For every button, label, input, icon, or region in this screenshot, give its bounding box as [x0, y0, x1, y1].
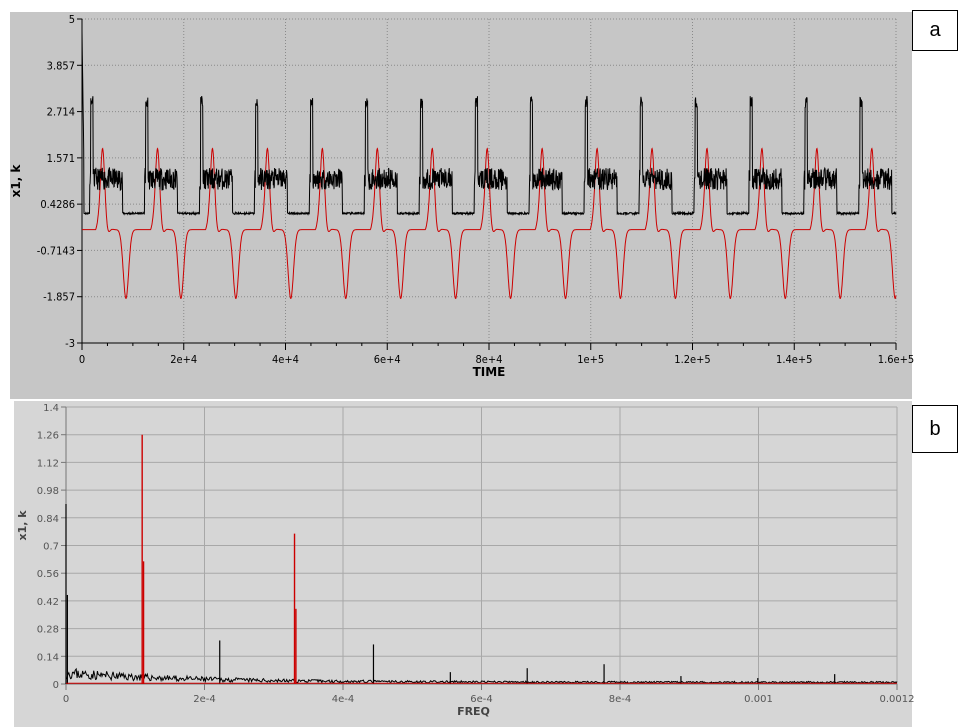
x-tick-label: 1.2e+5 — [674, 353, 710, 366]
panel-label-b: b — [912, 405, 958, 453]
y-tick-label: 0.28 — [37, 625, 59, 636]
x-tick-label: 8e-4 — [609, 694, 632, 705]
x-tick-label: 2e+4 — [170, 353, 197, 366]
y-tick-label: 0.7 — [43, 542, 59, 553]
x-tick-label: 0 — [63, 694, 69, 705]
y-tick-label: 0.42 — [37, 597, 59, 608]
y-tick-label: 0.84 — [37, 514, 59, 525]
chart-panel-b: 0 2e-4 4e-4 6e-4 8e-4 0.001 0.0012 1.4 1.26 1.12 0… — [14, 401, 912, 727]
y-tick-label: 0.98 — [37, 486, 59, 497]
y-tick-label: -0.7143 — [37, 244, 75, 257]
y-tick-label: 5 — [69, 13, 75, 26]
y-tick-label: 1.26 — [37, 431, 59, 442]
chart-panel-a: 0 2e+4 4e+4 6e+4 8e+4 1e+5 1.2e+5 1.4e+5 1.6e+5 5… — [10, 12, 912, 399]
frequency-spectrum-chart: 0 2e-4 4e-4 6e-4 8e-4 0.001 0.0012 1.4 1.26 1.12 0… — [14, 401, 912, 727]
x-tick-label: 2e-4 — [193, 694, 216, 705]
x-axis-title: TIME — [473, 365, 506, 379]
x-tick-label: 1e+5 — [577, 353, 604, 366]
x-tick-label: 0 — [79, 353, 85, 366]
y-axis-title: x1, k — [16, 510, 29, 541]
time-series-chart: 0 2e+4 4e+4 6e+4 8e+4 1e+5 1.2e+5 1.4e+5 1.6e+55… — [10, 12, 912, 399]
y-tick-label: 2.714 — [47, 106, 75, 119]
x-tick-label: 4e+4 — [272, 353, 299, 366]
y-tick-label: 1.571 — [47, 152, 75, 165]
y-axis-title: x1, k — [9, 164, 23, 198]
y-tick-label: -1.857 — [43, 291, 75, 304]
y-tick-label: 0.4286 — [40, 198, 75, 211]
y-tick-label: -3 — [65, 337, 75, 350]
x-axis-title: FREQ — [457, 705, 490, 718]
y-tick-label: 0 — [53, 680, 59, 691]
y-tick-label: 0.14 — [37, 652, 59, 663]
panel-label-a: a — [912, 10, 958, 51]
x-tick-label: 1.6e+5 — [878, 353, 914, 366]
y-tick-label: 1.4 — [43, 403, 59, 414]
x-tick-label: 6e+4 — [374, 353, 401, 366]
x-tick-label: 0.001 — [744, 694, 773, 705]
y-tick-label: 3.857 — [47, 59, 75, 72]
x-tick-label: 0.0012 — [880, 694, 915, 705]
y-tick-label: 1.12 — [37, 458, 59, 469]
x-tick-label: 4e-4 — [332, 694, 355, 705]
x-tick-label: 6e-4 — [470, 694, 493, 705]
x-tick-label: 1.4e+5 — [776, 353, 812, 366]
y-tick-label: 0.56 — [37, 569, 59, 580]
